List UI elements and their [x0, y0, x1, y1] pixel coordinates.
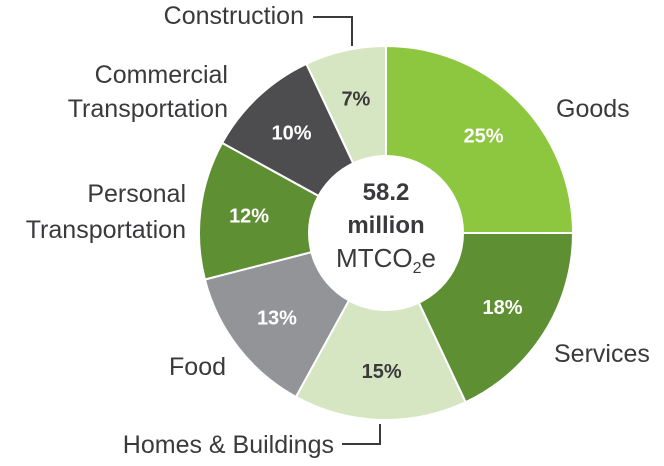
- slice-personal-transportation: [198, 141, 389, 281]
- category-label-food: Food: [169, 353, 226, 381]
- pct-label-services: 18%: [483, 297, 523, 319]
- pct-label-commercial-transportation: 10%: [272, 122, 312, 144]
- pct-label-goods: 25%: [464, 125, 504, 147]
- category-label-construction: Construction: [164, 2, 304, 30]
- center-value: 58.2: [363, 179, 410, 206]
- center-text: 58.2 million MTCO2e: [336, 179, 436, 277]
- category-label-personal-transportation: Personal Transportation: [26, 180, 186, 244]
- percent-labels-layer: 25% 18% 15% 13% 12% 10% 7%: [229, 88, 523, 383]
- leader-lines-layer: [313, 16, 381, 445]
- center-unit-subscript: 2: [413, 260, 422, 277]
- pct-label-food: 13%: [257, 308, 297, 330]
- category-labels-layer: Goods Services Homes & Buildings Food Person…: [26, 2, 650, 459]
- center-scale: million: [347, 212, 424, 239]
- category-label-line: Transportation: [68, 95, 228, 123]
- donut-hole: [308, 155, 464, 311]
- category-label-homes-and-buildings: Homes & Buildings: [123, 431, 334, 459]
- leader-line-construction: [313, 16, 353, 46]
- category-label-line: Transportation: [26, 216, 186, 244]
- category-label-goods: Goods: [556, 95, 630, 123]
- category-label-line: Commercial: [95, 61, 228, 89]
- pct-label-personal-transportation: 12%: [229, 206, 269, 228]
- slice-homes-and-buildings: [294, 230, 467, 421]
- leader-line-homes-and-buildings: [342, 424, 381, 445]
- category-label-commercial-transportation: Commercial Transportation: [68, 61, 228, 123]
- pct-label-homes-and-buildings: 15%: [362, 361, 402, 383]
- center-unit: MTCO2e: [336, 243, 436, 277]
- center-unit-prefix: MTCO: [336, 243, 413, 273]
- category-label-services: Services: [554, 340, 650, 368]
- center-unit-suffix: e: [421, 243, 435, 273]
- pct-label-construction: 7%: [341, 88, 370, 110]
- category-label-line: Personal: [87, 180, 186, 208]
